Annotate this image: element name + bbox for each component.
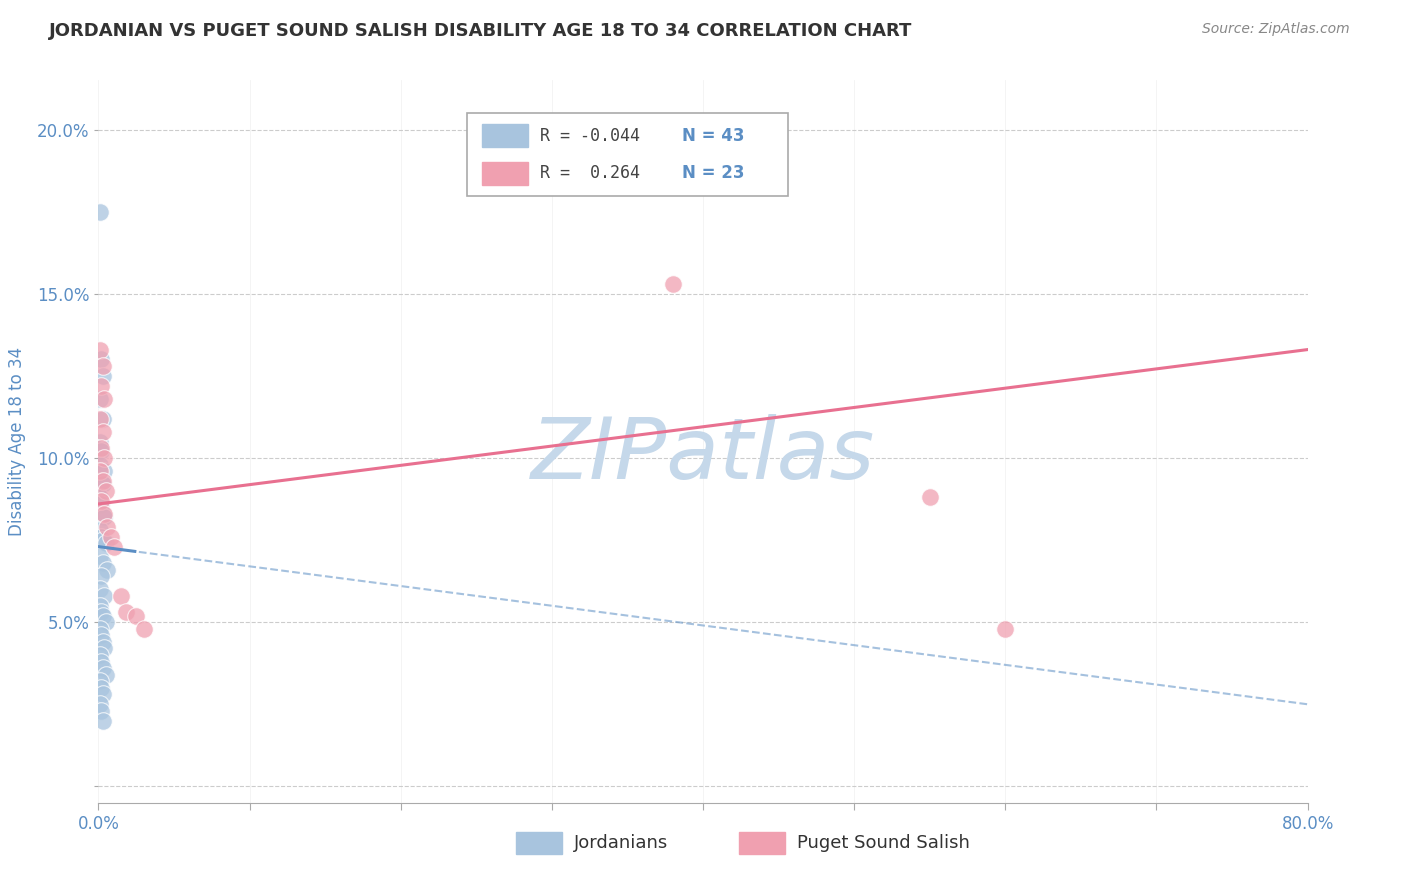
Point bbox=[132, 622, 155, 636]
Y-axis label: Disability Age 18 to 34: Disability Age 18 to 34 bbox=[8, 347, 25, 536]
Point bbox=[93, 392, 115, 406]
Point bbox=[94, 615, 117, 630]
Point bbox=[90, 378, 112, 392]
Point bbox=[90, 704, 112, 718]
Point bbox=[89, 411, 111, 425]
Point bbox=[93, 464, 115, 478]
Point bbox=[89, 622, 111, 636]
Point bbox=[93, 507, 115, 521]
Bar bbox=[516, 832, 561, 855]
Point bbox=[89, 343, 111, 357]
Point bbox=[90, 474, 112, 488]
Point bbox=[91, 635, 114, 649]
Text: JORDANIAN VS PUGET SOUND SALISH DISABILITY AGE 18 TO 34 CORRELATION CHART: JORDANIAN VS PUGET SOUND SALISH DISABILI… bbox=[49, 22, 912, 40]
Point bbox=[91, 425, 114, 439]
Point bbox=[90, 655, 112, 669]
Point bbox=[661, 277, 683, 291]
Point bbox=[918, 491, 941, 505]
Point bbox=[96, 520, 118, 534]
Point bbox=[125, 608, 148, 623]
Point bbox=[89, 204, 111, 219]
Point bbox=[100, 530, 122, 544]
Point bbox=[91, 608, 114, 623]
Text: ZIPatlas: ZIPatlas bbox=[531, 415, 875, 498]
Point bbox=[90, 605, 112, 619]
Point bbox=[89, 549, 111, 564]
Point bbox=[91, 477, 114, 491]
Point bbox=[89, 464, 111, 478]
Point bbox=[94, 667, 117, 681]
Point bbox=[94, 536, 117, 550]
Point bbox=[90, 441, 112, 455]
Text: N = 23: N = 23 bbox=[682, 164, 745, 183]
Point bbox=[89, 582, 111, 597]
Point bbox=[114, 605, 136, 619]
Point bbox=[994, 622, 1017, 636]
Point bbox=[93, 510, 115, 524]
Point bbox=[90, 497, 112, 511]
Point bbox=[94, 483, 117, 498]
Point bbox=[110, 589, 132, 603]
Point bbox=[90, 493, 112, 508]
Point bbox=[89, 523, 111, 537]
Point bbox=[89, 392, 111, 406]
Point bbox=[89, 491, 111, 505]
Text: Source: ZipAtlas.com: Source: ZipAtlas.com bbox=[1202, 22, 1350, 37]
Point bbox=[93, 641, 115, 656]
Point bbox=[103, 540, 125, 554]
Point bbox=[89, 698, 111, 712]
Point bbox=[90, 681, 112, 695]
Point bbox=[91, 411, 114, 425]
Point bbox=[90, 444, 112, 458]
FancyBboxPatch shape bbox=[467, 112, 787, 196]
Bar bbox=[482, 124, 527, 147]
Point bbox=[89, 648, 111, 662]
Point bbox=[93, 589, 115, 603]
Text: R =  0.264: R = 0.264 bbox=[540, 164, 640, 183]
Point bbox=[90, 569, 112, 583]
Text: N = 43: N = 43 bbox=[682, 127, 745, 145]
Point bbox=[91, 359, 114, 373]
Text: Jordanians: Jordanians bbox=[574, 833, 668, 852]
Point bbox=[91, 368, 114, 383]
Point bbox=[91, 661, 114, 675]
Point bbox=[93, 450, 115, 465]
Point bbox=[91, 556, 114, 570]
Point bbox=[96, 563, 118, 577]
Point bbox=[91, 714, 114, 728]
Point bbox=[89, 599, 111, 613]
Bar bbox=[740, 832, 785, 855]
Point bbox=[89, 434, 111, 449]
Point bbox=[90, 352, 112, 367]
Point bbox=[91, 474, 114, 488]
Point bbox=[91, 507, 114, 521]
Point bbox=[91, 533, 114, 547]
Point bbox=[91, 687, 114, 701]
Point bbox=[90, 530, 112, 544]
Text: R = -0.044: R = -0.044 bbox=[540, 127, 640, 145]
Point bbox=[90, 628, 112, 642]
Point bbox=[89, 458, 111, 472]
Point bbox=[89, 674, 111, 689]
Text: Puget Sound Salish: Puget Sound Salish bbox=[797, 833, 970, 852]
Bar bbox=[482, 162, 527, 185]
